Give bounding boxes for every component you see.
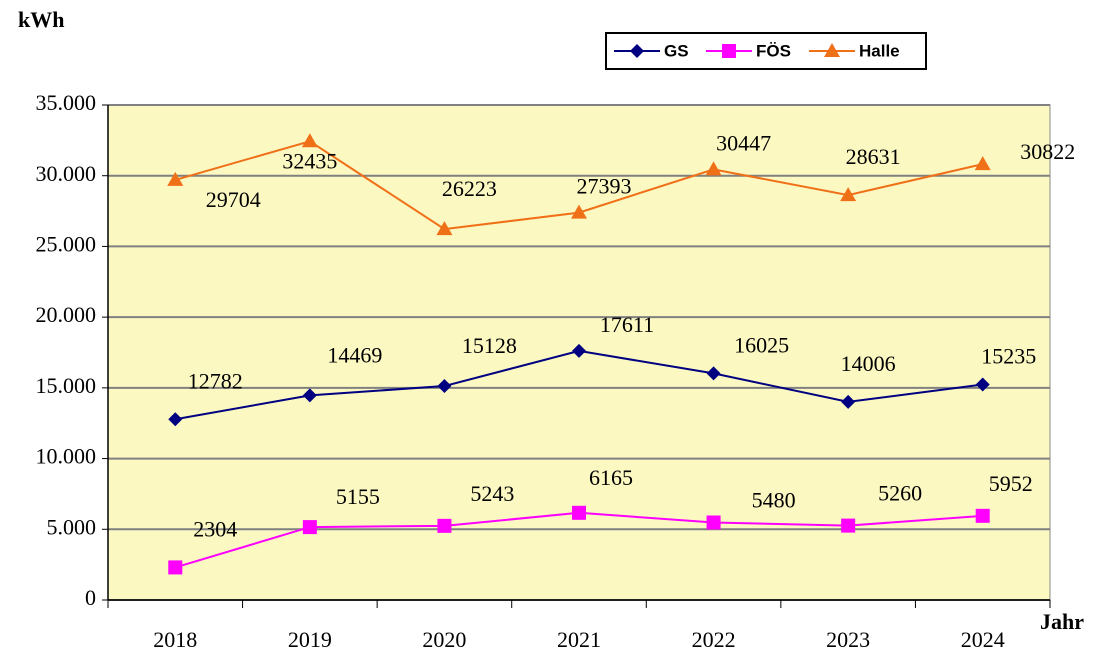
data-label: 30822 — [1020, 139, 1075, 164]
data-label: 5480 — [752, 488, 796, 513]
marker — [975, 377, 990, 392]
data-label: 5260 — [878, 481, 922, 506]
data-label: 6165 — [589, 465, 633, 490]
marker — [168, 412, 183, 427]
data-label: 32435 — [282, 148, 337, 173]
data-label: 30447 — [716, 130, 771, 155]
marker — [841, 518, 856, 533]
data-label: 16025 — [734, 332, 789, 357]
data-label: 28631 — [846, 144, 901, 169]
marker — [572, 343, 586, 358]
marker — [437, 379, 452, 394]
x-tick-label: 2018 — [153, 627, 197, 652]
legend-label: FÖS — [756, 41, 791, 60]
data-label: 17611 — [600, 312, 654, 337]
y-tick-label: 25.000 — [36, 231, 97, 256]
marker — [630, 44, 644, 58]
y-tick-label: 30.000 — [36, 161, 97, 186]
data-label: 2304 — [193, 516, 237, 541]
marker — [975, 508, 990, 523]
x-tick-label: 2019 — [288, 627, 332, 652]
marker — [572, 505, 586, 520]
marker — [168, 560, 183, 575]
marker — [706, 515, 721, 530]
data-label: 12782 — [188, 368, 243, 393]
y-tick-label: 5.000 — [47, 514, 97, 539]
legend: GS FÖS Halle — [605, 32, 927, 70]
x-axis-label: Jahr — [1040, 609, 1084, 634]
x-tick-label: 2023 — [826, 627, 870, 652]
marker — [824, 43, 840, 57]
y-axis-label: kWh — [18, 7, 64, 32]
data-label: 26223 — [442, 176, 497, 201]
data-label: 5952 — [989, 471, 1033, 496]
marker — [706, 366, 721, 381]
data-label: 14469 — [327, 342, 382, 367]
y-tick-label: 10.000 — [36, 444, 97, 469]
marker — [722, 44, 736, 58]
data-label: 27393 — [577, 174, 632, 199]
legend-label: Halle — [859, 41, 900, 60]
data-label: 15128 — [462, 333, 517, 358]
data-label: 5243 — [470, 481, 514, 506]
marker — [974, 156, 991, 171]
marker — [436, 221, 453, 236]
marker — [302, 520, 317, 535]
marker — [705, 161, 722, 176]
data-label: 29704 — [206, 187, 261, 212]
x-tick-label: 2021 — [557, 627, 601, 652]
data-label: 15235 — [981, 344, 1036, 369]
y-tick-label: 0 — [85, 585, 96, 610]
marker — [167, 171, 184, 186]
data-label: 14006 — [841, 351, 896, 376]
legend-label: GS — [664, 41, 689, 60]
data-label: 5155 — [336, 484, 380, 509]
y-tick-label: 20.000 — [36, 302, 97, 327]
y-tick-label: 35.000 — [36, 90, 97, 115]
marker — [437, 518, 452, 533]
x-tick-label: 2022 — [692, 627, 736, 652]
marker — [840, 187, 857, 202]
y-tick-label: 15.000 — [36, 373, 97, 398]
marker — [302, 388, 317, 403]
marker — [301, 133, 318, 148]
marker — [571, 204, 587, 219]
x-tick-label: 2024 — [961, 627, 1005, 652]
x-tick-label: 2020 — [422, 627, 466, 652]
marker — [841, 394, 856, 409]
